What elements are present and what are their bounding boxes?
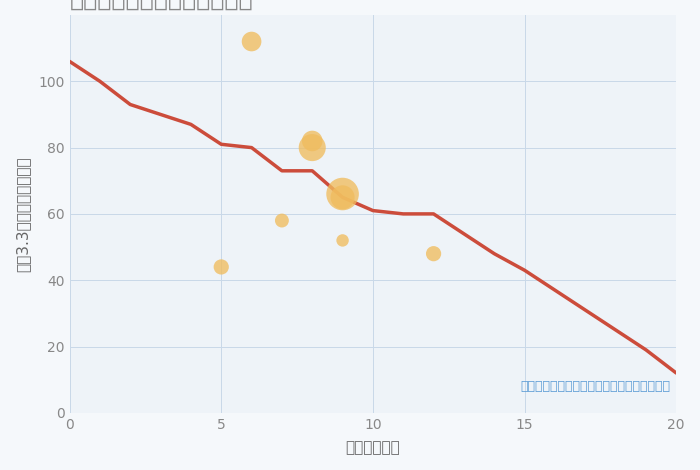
Point bbox=[216, 263, 227, 271]
Point bbox=[307, 144, 318, 151]
X-axis label: 駅距離（分）: 駅距離（分） bbox=[346, 440, 400, 455]
Point bbox=[428, 250, 439, 258]
Point bbox=[337, 237, 348, 244]
Text: 円の大きさは、取引のあった物件面積を示す: 円の大きさは、取引のあった物件面積を示す bbox=[520, 380, 670, 393]
Point bbox=[276, 217, 288, 224]
Point bbox=[246, 38, 257, 45]
Point bbox=[337, 194, 348, 201]
Text: 駅距離別中古マンション価格: 駅距離別中古マンション価格 bbox=[69, 0, 253, 10]
Point bbox=[337, 190, 348, 198]
Y-axis label: 坪（3.3㎡）単価（万円）: 坪（3.3㎡）単価（万円） bbox=[15, 156, 30, 272]
Point bbox=[307, 137, 318, 145]
